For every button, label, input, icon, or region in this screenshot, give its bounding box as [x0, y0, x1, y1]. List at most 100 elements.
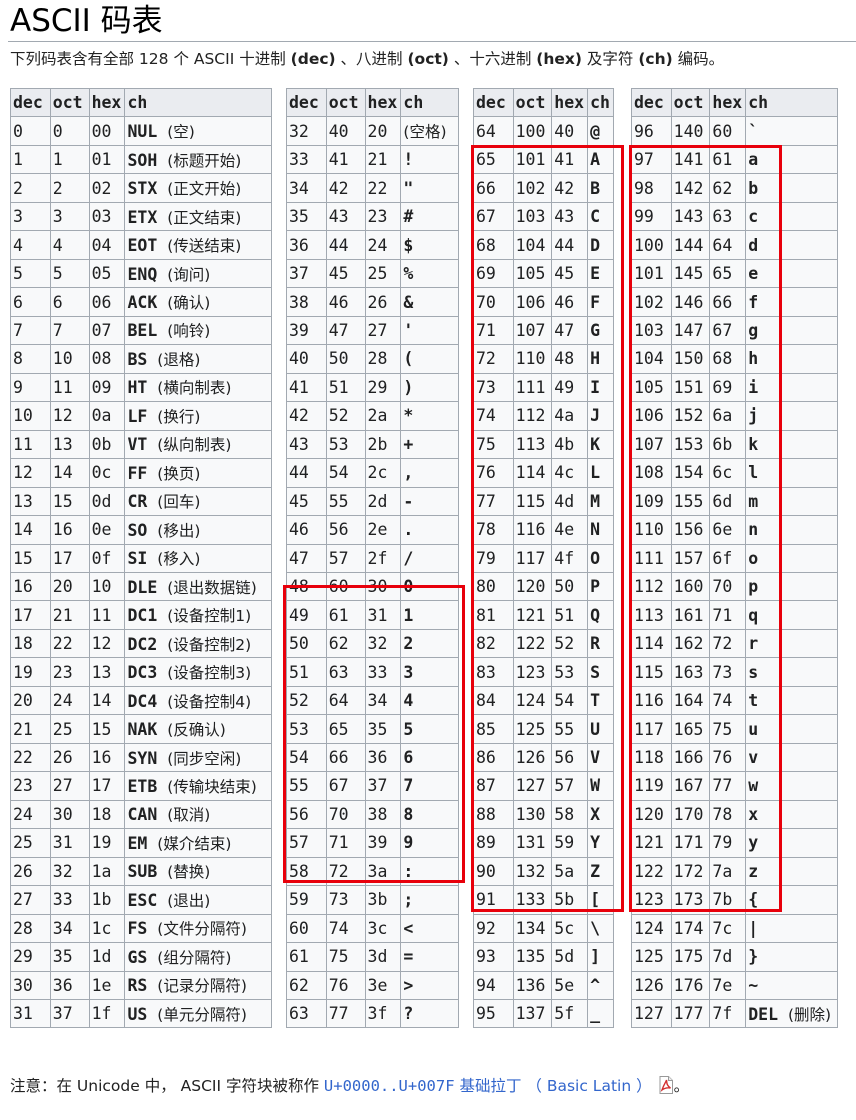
cell-ch: EOT (传送结束)	[124, 230, 272, 260]
cell-oct: 71	[325, 828, 366, 858]
table-row: 69 105 45 E	[473, 258, 614, 289]
cell-ch: DC1 (设备控制1)	[124, 600, 272, 630]
pdf-file-icon[interactable]	[658, 1076, 674, 1094]
char-symbol: [	[590, 890, 601, 910]
char-symbol: S	[590, 662, 601, 682]
cell-dec: 13	[10, 486, 51, 517]
cell-hex: 34	[364, 685, 402, 716]
cell-hex: 0d	[88, 486, 126, 517]
table-row: 50 62 32 2	[286, 628, 459, 659]
cell-oct: 45	[325, 258, 366, 289]
char-description: (退出)	[167, 891, 211, 910]
cell-hex: 33	[364, 657, 402, 687]
table-row: 43 53 2b +	[286, 429, 459, 460]
column-header-oct: oct	[670, 87, 711, 118]
cell-hex: 04	[88, 230, 126, 260]
cell-ch: g	[745, 315, 838, 346]
cell-dec: 58	[286, 856, 327, 887]
column-header-ch: ch	[400, 87, 459, 118]
cell-hex: 15	[88, 714, 126, 744]
cell-dec: 70	[473, 287, 514, 317]
char-symbol: 2	[403, 634, 414, 654]
cell-ch: P	[587, 571, 614, 602]
table-row: 120 170 78 x	[631, 799, 838, 830]
cell-dec: 65	[473, 144, 514, 175]
char-symbol: SI	[127, 549, 148, 569]
table-row: 102 146 66 f	[631, 287, 838, 317]
cell-hex: 46	[551, 287, 589, 317]
cell-hex: 40	[551, 116, 589, 146]
char-symbol: <	[403, 918, 414, 938]
cell-dec: 114	[631, 628, 672, 659]
cell-hex: 24	[364, 230, 402, 260]
cell-oct: 13	[49, 429, 90, 460]
cell-ch: DLE (退出数据链)	[124, 571, 272, 602]
cell-oct: 140	[670, 116, 711, 146]
cell-oct: 36	[49, 970, 90, 1001]
cell-hex: 0a	[88, 401, 126, 431]
cell-dec: 7	[10, 315, 51, 346]
cell-oct: 103	[512, 201, 553, 232]
char-symbol: LF	[127, 406, 148, 426]
cell-oct: 33	[49, 885, 90, 915]
cell-ch: p	[745, 571, 838, 602]
cell-ch: %	[400, 258, 459, 289]
cell-oct: 77	[325, 998, 366, 1029]
cell-ch: 5	[400, 714, 459, 744]
cell-ch: T	[587, 685, 614, 716]
cell-dec: 91	[473, 885, 514, 915]
cell-ch: z	[745, 856, 838, 887]
cell-dec: 125	[631, 942, 672, 972]
cell-ch: ESC (退出)	[124, 885, 272, 915]
ascii-table-block-2: dec oct hex ch 32 40 20 (空格) 33 41 21! 34 42 22 " 35 43 2…	[286, 87, 459, 1029]
cell-oct: 112	[512, 401, 553, 431]
cell-ch: F	[587, 287, 614, 317]
cell-hex: 38	[364, 799, 402, 830]
cell-ch: ETB (传输块结束)	[124, 771, 272, 801]
cell-hex: 6f	[709, 543, 747, 573]
basic-latin-link[interactable]: U+0000..U+007F 基础拉丁 （ Basic Latin ）	[324, 1077, 652, 1095]
cell-ch: V	[587, 742, 614, 773]
cell-oct: 35	[49, 942, 90, 972]
table-row: 123 173 7b{	[631, 885, 838, 915]
cell-hex: 72	[709, 628, 747, 659]
cell-oct: 177	[670, 998, 711, 1029]
table-row: 48 60 30 0	[286, 571, 459, 602]
cell-dec: 118	[631, 742, 672, 773]
table-row: 76 114 4c L	[473, 458, 614, 488]
cell-hex: 3d	[364, 942, 402, 972]
char-symbol: 3	[403, 662, 414, 682]
table-row: 121 171 79 y	[631, 828, 838, 858]
char-description: (换页)	[157, 464, 201, 483]
cell-ch: EM (媒介结束)	[124, 828, 272, 858]
cell-ch: *	[400, 401, 459, 431]
table-row: 47 57 2f /	[286, 543, 459, 573]
char-symbol: O	[590, 548, 601, 568]
char-symbol: VT	[127, 435, 148, 455]
cell-ch: ,	[400, 458, 459, 488]
cell-dec: 0	[10, 116, 51, 146]
intro-paragraph: 下列码表含有全部 128 个 ASCII 十进制 (dec) 、八进制 (oct…	[10, 47, 856, 71]
char-description: (设备控制1)	[167, 607, 252, 626]
cell-ch: K	[587, 429, 614, 460]
cell-ch: ACK (确认)	[124, 287, 272, 317]
cell-oct: 63	[325, 657, 366, 687]
cell-ch: W	[587, 771, 614, 801]
table-row: 86 126 56 V	[473, 742, 614, 773]
cell-dec: 29	[10, 942, 51, 972]
cell-ch: R	[587, 628, 614, 659]
cell-hex: 44	[551, 230, 589, 260]
table-row: 49 61 31 1	[286, 600, 459, 630]
char-symbol: *	[403, 406, 414, 426]
cell-dec: 31	[10, 998, 51, 1029]
cell-oct: 145	[670, 258, 711, 289]
cell-ch: #	[400, 201, 459, 232]
cell-oct: 163	[670, 657, 711, 687]
table-row: 54 66 36 6	[286, 742, 459, 773]
table-row: 104 150 68 h	[631, 344, 838, 374]
char-symbol: ETB	[127, 776, 158, 796]
cell-oct: 32	[49, 856, 90, 887]
char-symbol: ?	[403, 1004, 414, 1024]
table-row: 74 112 4a J	[473, 401, 614, 431]
cell-oct: 176	[670, 970, 711, 1001]
